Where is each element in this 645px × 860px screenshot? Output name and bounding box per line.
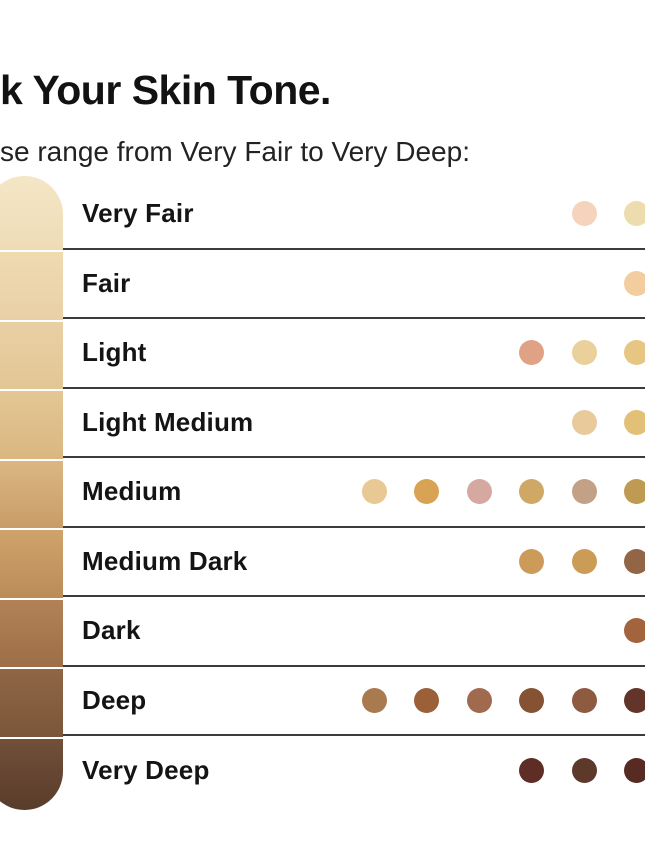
shade-swatch-dot[interactable]: [571, 479, 597, 505]
shade-swatch-dot[interactable]: [571, 201, 597, 227]
skin-tone-label: Medium: [82, 476, 182, 507]
shade-swatch-dot[interactable]: [624, 479, 645, 505]
shade-swatch-dot[interactable]: [466, 479, 492, 505]
shade-swatch-dot[interactable]: [571, 409, 597, 435]
shade-dots: [624, 618, 645, 644]
shade-dots: [624, 270, 645, 296]
shade-swatch-dot[interactable]: [414, 479, 439, 505]
skin-tone-row[interactable]: Light Medium: [63, 388, 645, 458]
page-title: k Your Skin Tone.: [0, 67, 331, 114]
shade-swatch-dot[interactable]: [414, 687, 439, 713]
skin-tone-row[interactable]: Dark: [63, 597, 645, 667]
tone-bar-segment: [0, 319, 63, 389]
skin-tone-row[interactable]: Deep: [63, 666, 645, 736]
shade-dots: [519, 758, 645, 784]
shade-swatch-dot[interactable]: [571, 758, 597, 784]
shade-swatch-dot[interactable]: [624, 548, 645, 574]
shade-dots: [361, 687, 645, 713]
skin-tone-row[interactable]: Very Deep: [63, 736, 645, 806]
shade-swatch-dot[interactable]: [571, 548, 597, 574]
shade-swatch-dot[interactable]: [624, 687, 645, 713]
shade-dots: [519, 340, 645, 366]
skin-tone-label: Medium Dark: [82, 545, 248, 576]
shade-swatch-dot[interactable]: [519, 548, 544, 574]
skin-tone-label: Very Fair: [82, 198, 194, 229]
shade-swatch-dot[interactable]: [519, 479, 544, 505]
shade-dots: [571, 201, 645, 227]
shade-dots: [361, 479, 645, 505]
skin-tone-row[interactable]: Medium: [63, 458, 645, 528]
skin-tone-label: Fair: [82, 267, 131, 298]
skin-tone-gradient-bar: [0, 176, 63, 810]
skin-tone-row[interactable]: Light: [63, 319, 645, 389]
shade-swatch-dot[interactable]: [624, 201, 645, 227]
tone-bar-segment: [0, 250, 63, 320]
tone-bar-segment: [0, 458, 63, 528]
shade-dots: [571, 409, 645, 435]
shade-swatch-dot[interactable]: [466, 687, 492, 713]
shade-swatch-dot[interactable]: [624, 409, 645, 435]
skin-tone-row[interactable]: Medium Dark: [63, 527, 645, 597]
skin-tone-row[interactable]: Fair: [63, 249, 645, 319]
shade-swatch-dot[interactable]: [624, 270, 645, 296]
skin-tone-label: Light: [82, 337, 147, 368]
tone-bar-segment: [0, 736, 63, 810]
shade-swatch-dot[interactable]: [519, 687, 544, 713]
shade-swatch-dot[interactable]: [571, 687, 597, 713]
shade-swatch-dot[interactable]: [361, 479, 387, 505]
shade-swatch-dot[interactable]: [571, 340, 597, 366]
shade-swatch-dot[interactable]: [624, 618, 645, 644]
skin-tone-list: Very Fair Fair Light Light Medium Medium Medi…: [63, 180, 645, 806]
skin-tone-label: Dark: [82, 615, 141, 646]
skin-tone-label: Very Deep: [82, 755, 210, 786]
shade-dots: [519, 548, 645, 574]
tone-bar-segment: [0, 597, 63, 667]
shade-swatch-dot[interactable]: [519, 340, 544, 366]
page-subtitle: se range from Very Fair to Very Deep:: [0, 136, 470, 167]
shade-swatch-dot[interactable]: [519, 758, 544, 784]
skin-tone-row[interactable]: Very Fair: [63, 180, 645, 250]
tone-bar-segment: [0, 667, 63, 737]
shade-swatch-dot[interactable]: [624, 758, 645, 784]
shade-swatch-dot[interactable]: [624, 340, 645, 366]
skin-tone-label: Light Medium: [82, 406, 254, 437]
shade-swatch-dot[interactable]: [361, 687, 387, 713]
skin-tone-label: Deep: [82, 684, 147, 715]
tone-bar-segment: [0, 528, 63, 598]
tone-bar-segment: [0, 389, 63, 459]
tone-bar-segment: [0, 176, 63, 250]
